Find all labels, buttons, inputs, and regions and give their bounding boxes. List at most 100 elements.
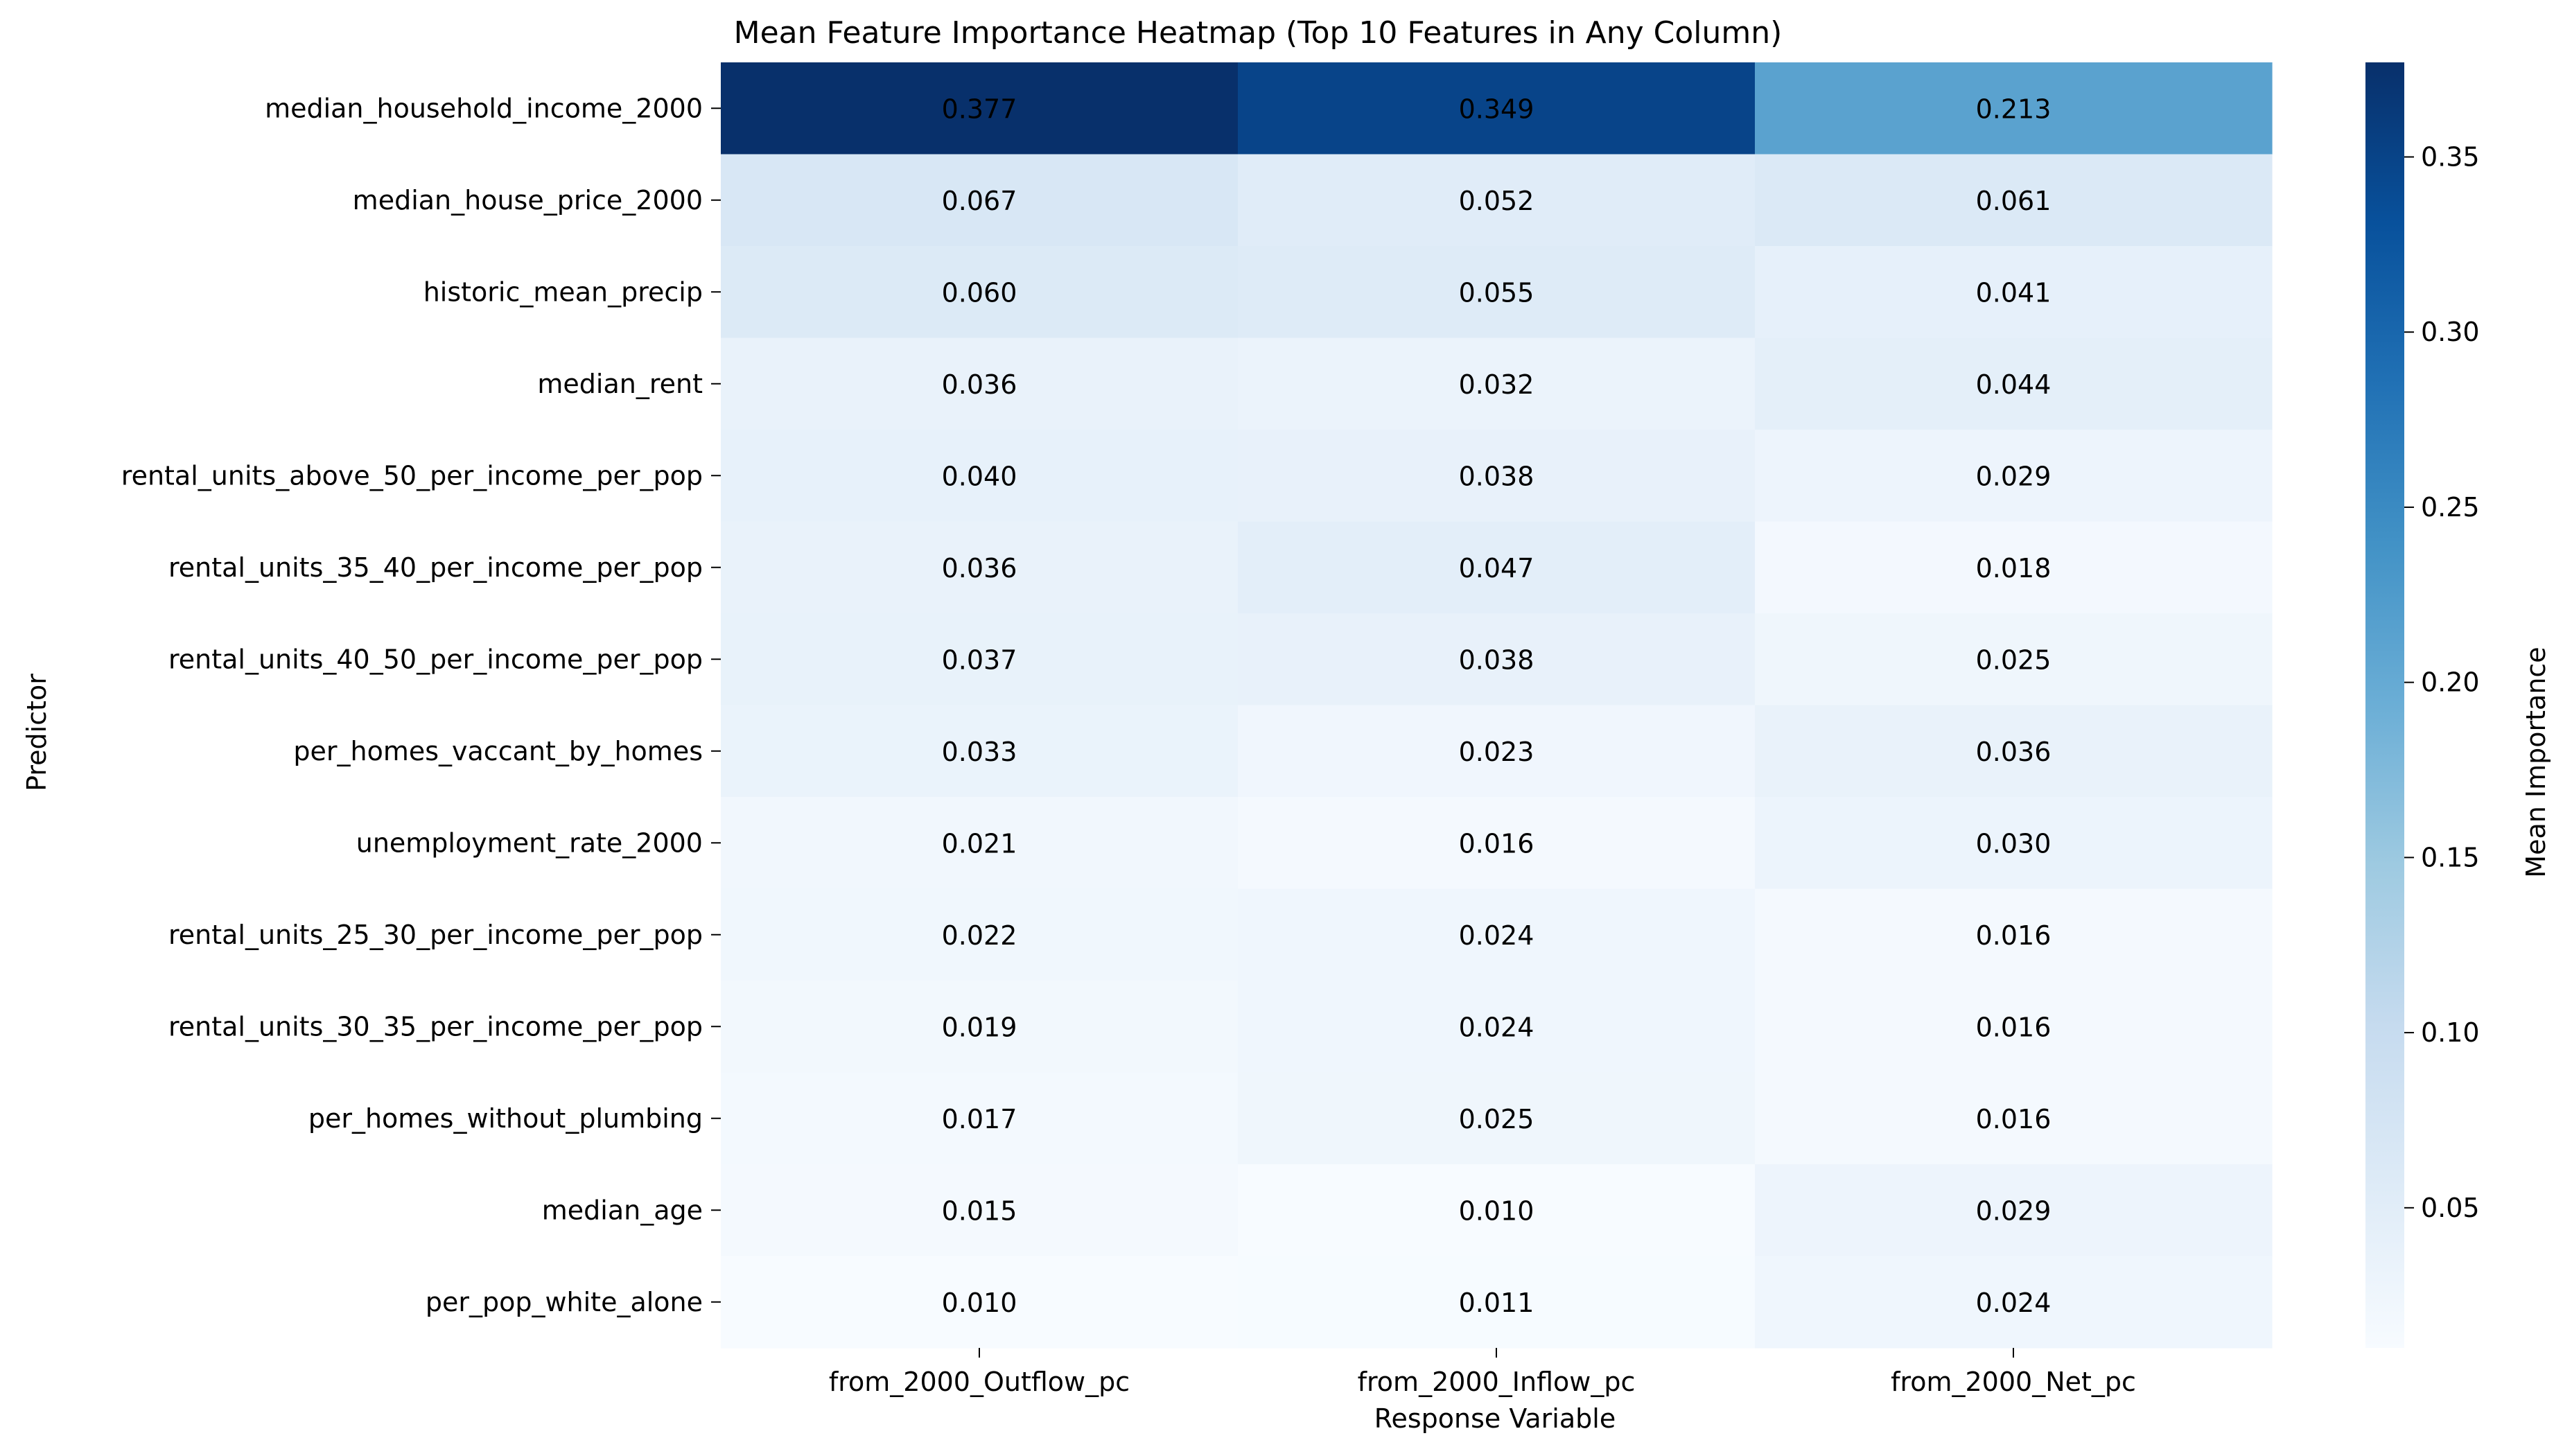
cell-value-label: 0.036 [942, 369, 1017, 400]
cell-value-label: 0.377 [942, 94, 1017, 124]
cell-value-label: 0.024 [1976, 1288, 2052, 1318]
cell-value-label: 0.029 [1976, 461, 2052, 491]
cell-value-label: 0.022 [942, 920, 1017, 951]
heatmap-cell [1755, 981, 2273, 1073]
x-axis-ticks [979, 1348, 2014, 1358]
heatmap-cell [1755, 1072, 2273, 1165]
y-tick-label: per_homes_vaccant_by_homes [293, 736, 703, 766]
cell-value-label: 0.016 [1976, 920, 2052, 951]
heatmap-cell [1238, 246, 1756, 339]
cell-value-label: 0.010 [942, 1288, 1017, 1318]
heatmap-cell [1238, 888, 1756, 981]
y-tick-label: median_house_price_2000 [353, 185, 703, 216]
cell-value-label: 0.010 [1459, 1195, 1534, 1226]
cell-value-label: 0.025 [1976, 644, 2052, 675]
cell-value-label: 0.024 [1459, 1012, 1534, 1042]
cell-value-label: 0.025 [1459, 1104, 1534, 1134]
cell-value-label: 0.016 [1976, 1104, 2052, 1134]
colorbar-tick-label: 0.05 [2421, 1193, 2480, 1223]
colorbar-tick-label: 0.15 [2421, 842, 2480, 872]
cell-value-label: 0.030 [1976, 828, 2052, 859]
y-tick-label: historic_mean_precip [423, 277, 703, 307]
cell-value-label: 0.052 [1459, 186, 1534, 216]
cell-value-label: 0.067 [942, 186, 1017, 216]
colorbar-tick-label: 0.35 [2421, 141, 2480, 172]
cell-value-label: 0.032 [1459, 369, 1534, 400]
y-axis-tick-labels: median_household_income_2000 median_house… [121, 93, 703, 1317]
cell-value-label: 0.036 [942, 553, 1017, 584]
heatmap-cell [721, 888, 1239, 981]
heatmap-cell [721, 1164, 1239, 1257]
chart-title: Mean Feature Importance Heatmap (Top 10 … [734, 15, 1783, 51]
heatmap-cell [1755, 337, 2273, 430]
heatmap-cell [721, 613, 1239, 706]
heatmap-cell [721, 981, 1239, 1073]
colorbar-tick-label: 0.20 [2421, 667, 2480, 698]
heatmap-cell [1755, 246, 2273, 339]
heatmap-cell [1755, 613, 2273, 706]
cell-value-label: 0.016 [1459, 828, 1534, 859]
heatmap-cell [1238, 1164, 1756, 1257]
y-tick-label: rental_units_25_30_per_income_per_pop [168, 920, 703, 950]
heatmap-cell [1238, 430, 1756, 523]
heatmap-cell [1238, 337, 1756, 430]
cell-value-label: 0.023 [1459, 737, 1534, 767]
y-tick-label: rental_units_40_50_per_income_per_pop [168, 644, 703, 674]
y-tick-label: median_age [542, 1195, 703, 1225]
cell-value-label: 0.017 [942, 1104, 1017, 1134]
cell-value-label: 0.019 [942, 1012, 1017, 1042]
cell-value-label: 0.024 [1459, 920, 1534, 951]
heatmap-cell [721, 797, 1239, 890]
y-tick-label: rental_units_35_40_per_income_per_pop [168, 552, 703, 583]
heatmap-cell [721, 246, 1239, 339]
heatmap-cell [1238, 62, 1756, 155]
heatmap-cell [721, 521, 1239, 614]
cell-value-label: 0.033 [942, 737, 1017, 767]
heatmap-cell [1755, 154, 2273, 247]
heatmap-cell [721, 1256, 1239, 1349]
cell-value-label: 0.060 [942, 277, 1017, 308]
x-tick-label: from_2000_Outflow_pc [829, 1367, 1130, 1397]
cell-value-label: 0.029 [1976, 1195, 2052, 1226]
heatmap-cell [1238, 1072, 1756, 1165]
cell-value-label: 0.037 [942, 644, 1017, 675]
heatmap-cell [721, 430, 1239, 523]
heatmap-cell [721, 154, 1239, 247]
heatmap-cell [1238, 797, 1756, 890]
heatmap-cell [1755, 1164, 2273, 1257]
cell-value-label: 0.040 [942, 461, 1017, 491]
cell-value-label: 0.038 [1459, 644, 1534, 675]
cell-value-label: 0.213 [1976, 94, 2052, 124]
heatmap-cell [1238, 981, 1756, 1073]
cell-value-label: 0.036 [1976, 737, 2052, 767]
cell-value-label: 0.038 [1459, 461, 1534, 491]
heatmap-cell [1755, 705, 2273, 798]
cell-value-label: 0.011 [1459, 1288, 1534, 1318]
y-tick-label: median_household_income_2000 [265, 93, 703, 123]
cell-value-label: 0.041 [1976, 277, 2052, 308]
x-tick-label: from_2000_Net_pc [1891, 1367, 2136, 1397]
cell-value-label: 0.349 [1459, 94, 1534, 124]
x-tick-label: from_2000_Inflow_pc [1358, 1367, 1636, 1397]
colorbar-tick-label: 0.25 [2421, 492, 2480, 523]
heatmap-cell [1755, 430, 2273, 523]
cell-value-label: 0.018 [1976, 553, 2052, 584]
cell-value-label: 0.047 [1459, 553, 1534, 584]
colorbar [2365, 62, 2404, 1348]
colorbar-tick-label: 0.30 [2421, 317, 2480, 347]
cell-value-label: 0.061 [1976, 186, 2052, 216]
y-axis-ticks [711, 107, 721, 1303]
heatmap-cells: 0.377 0.349 0.213 0.067 0.052 0.061 0.060 0.055… [721, 62, 2273, 1349]
heatmap-cell [721, 705, 1239, 798]
heatmap-cell [1238, 613, 1756, 706]
heatmap-cell [1238, 1256, 1756, 1349]
y-tick-label: rental_units_above_50_per_income_per_pop [121, 460, 703, 491]
heatmap-cell [1238, 705, 1756, 798]
cell-value-label: 0.021 [942, 828, 1017, 859]
colorbar-label: Mean Importance [2521, 647, 2551, 877]
heatmap-cell [1755, 62, 2273, 155]
y-tick-label: rental_units_30_35_per_income_per_pop [168, 1011, 703, 1042]
heatmap-cell [1238, 154, 1756, 247]
heatmap-cell [1238, 521, 1756, 614]
